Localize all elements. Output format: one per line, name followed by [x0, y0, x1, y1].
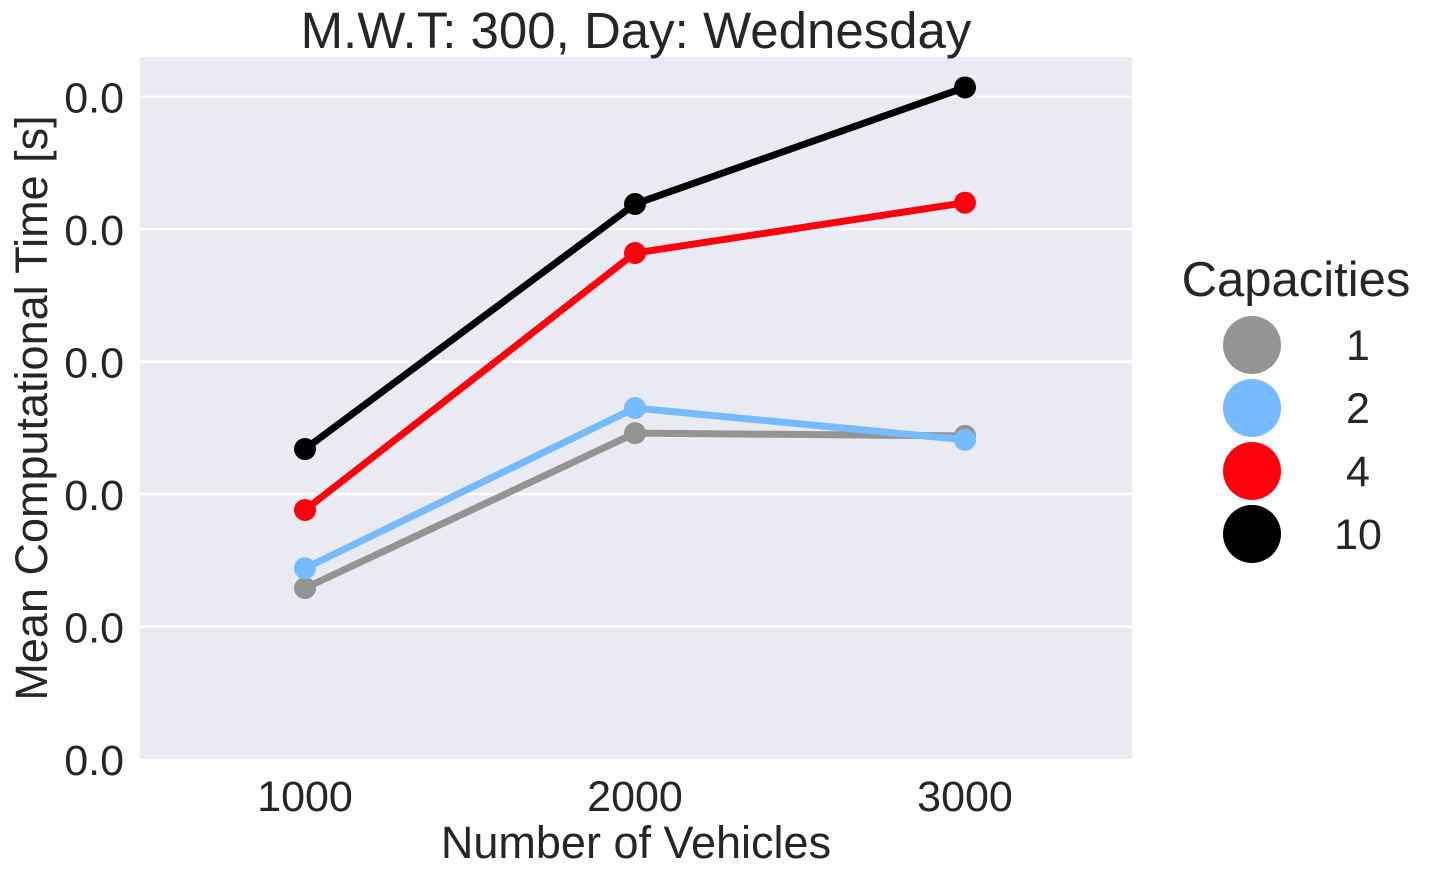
y-axis-label: Mean Computational Time [s]	[6, 115, 57, 700]
legend-marker	[1223, 379, 1281, 437]
y-tick-label: 0.0	[64, 340, 124, 388]
legend-label: 4	[1346, 448, 1370, 496]
data-point	[954, 76, 976, 99]
legend-marker	[1223, 442, 1281, 500]
gridlines	[140, 95, 1132, 628]
series-2	[294, 397, 976, 580]
data-point	[624, 422, 646, 445]
legend-marker	[1223, 316, 1281, 374]
legend-item: 4	[1223, 442, 1370, 500]
x-tick-labels: 1000 2000 3000	[257, 773, 1013, 821]
legend-label: 2	[1346, 385, 1370, 433]
data-point	[294, 438, 316, 461]
legend-label: 1	[1346, 322, 1370, 370]
data-point	[954, 191, 976, 214]
x-tick-label: 2000	[587, 773, 683, 821]
series-4	[294, 191, 976, 521]
data-point	[624, 242, 646, 265]
series-layer	[294, 76, 976, 600]
data-point	[294, 577, 316, 600]
y-tick-label: 0.0	[64, 75, 124, 123]
data-point	[294, 557, 316, 580]
legend-marker	[1223, 505, 1281, 563]
data-point	[294, 498, 316, 521]
legend: Capacities 1 2 4 10	[1182, 253, 1411, 563]
data-point	[624, 193, 646, 216]
legend-item: 2	[1223, 379, 1370, 437]
series-10	[294, 76, 976, 461]
data-point	[624, 397, 646, 419]
x-tick-label: 1000	[257, 773, 353, 821]
legend-item: 1	[1223, 316, 1370, 374]
y-tick-labels: 0.0 0.0 0.0 0.0 0.0 0.0	[64, 75, 124, 785]
legend-label: 10	[1334, 511, 1382, 559]
y-tick-label: 0.0	[64, 737, 124, 785]
y-tick-label: 0.0	[64, 207, 124, 255]
legend-title: Capacities	[1182, 253, 1411, 307]
y-tick-label: 0.0	[64, 605, 124, 653]
data-point	[954, 428, 976, 451]
legend-item: 10	[1223, 505, 1382, 563]
x-axis-label: Number of Vehicles	[441, 817, 831, 868]
chart-title: M.W.T: 300, Day: Wednesday	[301, 2, 972, 59]
x-tick-label: 3000	[917, 773, 1013, 821]
y-tick-label: 0.0	[64, 472, 124, 520]
